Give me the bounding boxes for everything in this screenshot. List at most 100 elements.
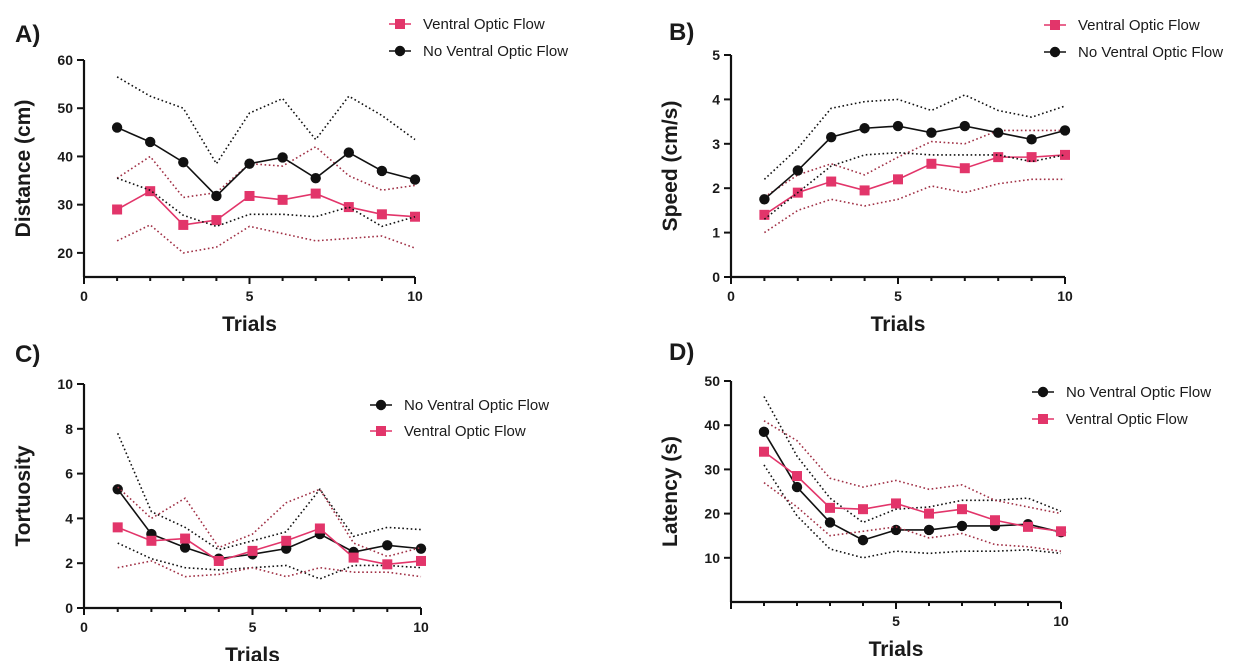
- data-point: [758, 426, 770, 438]
- legend-label: No Ventral Optic Flow: [423, 43, 568, 60]
- legend-entry: Ventral Optic Flow: [389, 16, 545, 33]
- y-tick-label: 40: [704, 417, 720, 433]
- data-point: [859, 185, 870, 196]
- y-tick-label: 2: [712, 180, 720, 196]
- y-tick-label: 10: [704, 550, 720, 566]
- data-point: [956, 520, 968, 532]
- y-tick-label: 4: [65, 510, 73, 526]
- data-point: [211, 215, 222, 226]
- legend-entry: Ventral Optic Flow: [1032, 411, 1188, 428]
- data-point: [759, 194, 770, 205]
- data-point: [1056, 526, 1066, 537]
- data-point: [211, 190, 222, 202]
- mean-line: [116, 126, 416, 198]
- data-point: [1026, 152, 1037, 163]
- panel-label: C): [15, 341, 40, 368]
- x-tick-label: 0: [727, 288, 735, 304]
- x-tick-label: 0: [80, 619, 88, 635]
- data-point: [178, 219, 189, 230]
- upper-error-band: [116, 145, 416, 199]
- y-tick-label: 1: [712, 225, 720, 241]
- x-tick-label: 10: [413, 619, 429, 635]
- ventral-series: [759, 420, 1066, 552]
- ventral-series: [759, 129, 1070, 234]
- data-point: [111, 122, 123, 133]
- lower-error-band: [763, 151, 1066, 220]
- y-axis-title: Latency (s): [659, 436, 682, 547]
- chart-panel-d: D) 5 10 10 20 30 40 50 Trials Latency (s) No Ventr…: [659, 339, 1211, 661]
- data-point: [244, 158, 255, 169]
- data-point: [146, 535, 157, 546]
- legend-marker: [394, 45, 406, 57]
- lower-error-band: [763, 178, 1065, 234]
- legend-marker: [1038, 414, 1048, 424]
- legend-marker: [395, 19, 405, 29]
- y-tick-label: 2: [65, 555, 73, 571]
- legend-entry: Ventral Optic Flow: [370, 423, 526, 440]
- data-point: [892, 120, 904, 132]
- data-point: [826, 131, 837, 143]
- y-axis-title: Speed (cm/s): [659, 101, 682, 232]
- data-point: [382, 540, 393, 551]
- mean-line: [117, 526, 422, 566]
- data-point: [891, 498, 901, 509]
- data-point: [247, 545, 258, 556]
- data-point: [990, 515, 1000, 526]
- data-point: [244, 190, 255, 201]
- data-point: [409, 174, 421, 185]
- legend-entry: No Ventral Optic Flow: [1032, 384, 1211, 401]
- lower-error-band: [117, 560, 422, 578]
- data-point: [759, 209, 770, 220]
- mean-line: [763, 154, 1066, 216]
- y-tick-label: 50: [704, 373, 720, 389]
- mean-line: [117, 488, 422, 560]
- upper-error-band: [763, 396, 1062, 524]
- ventral-series: [112, 486, 426, 578]
- data-point: [112, 522, 123, 533]
- data-point: [890, 524, 902, 536]
- legend-label: No Ventral Optic Flow: [404, 397, 549, 414]
- data-point: [859, 123, 870, 134]
- legend-marker: [1037, 386, 1049, 398]
- data-point: [281, 543, 292, 554]
- mean-line: [763, 125, 1066, 200]
- no-ventral-series: [111, 76, 421, 228]
- y-tick-label: 50: [57, 100, 73, 116]
- lower-error-band: [763, 464, 1062, 559]
- data-point: [1059, 125, 1071, 136]
- data-point: [112, 204, 123, 215]
- data-point: [343, 202, 354, 213]
- x-tick-label: 10: [1053, 613, 1069, 629]
- data-point: [145, 186, 156, 197]
- x-tick-label: 5: [892, 613, 900, 629]
- data-point: [180, 533, 191, 544]
- data-point: [376, 209, 387, 220]
- legend-entry: Ventral Optic Flow: [1044, 17, 1200, 34]
- data-point: [178, 157, 189, 168]
- y-tick-label: 4: [712, 91, 720, 107]
- data-point: [993, 127, 1004, 138]
- y-tick-label: 40: [57, 148, 73, 164]
- ventral-series: [112, 145, 420, 254]
- no-ventral-series: [112, 432, 427, 580]
- data-point: [416, 555, 426, 566]
- data-point: [759, 446, 769, 457]
- data-point: [277, 152, 288, 163]
- panel-label: D): [669, 339, 694, 366]
- chart-panel-c: C) 0 5 10 0 2 4 6 8 10 Trials Tortuosity No Ventral …: [12, 341, 549, 661]
- legend-marker: [375, 399, 387, 411]
- y-tick-label: 10: [57, 376, 73, 392]
- y-tick-label: 20: [704, 506, 720, 522]
- data-point: [112, 484, 123, 495]
- y-tick-label: 5: [712, 47, 720, 63]
- lower-error-band: [116, 223, 416, 254]
- data-point: [993, 152, 1004, 163]
- data-point: [343, 147, 354, 158]
- y-tick-label: 30: [704, 461, 720, 477]
- no-ventral-series: [758, 396, 1067, 559]
- data-point: [382, 559, 393, 570]
- x-tick-label: 5: [246, 288, 254, 304]
- legend-entry: No Ventral Optic Flow: [389, 43, 568, 60]
- y-tick-label: 30: [57, 197, 73, 213]
